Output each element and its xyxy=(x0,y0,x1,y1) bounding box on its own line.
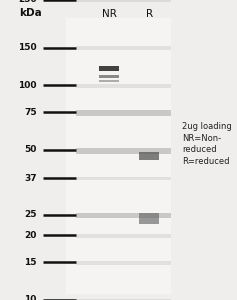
Text: 250: 250 xyxy=(18,0,37,4)
Text: 2ug loading
NR=Non-
reduced
R=reduced: 2ug loading NR=Non- reduced R=reduced xyxy=(182,122,232,166)
Bar xyxy=(139,213,159,224)
Text: 50: 50 xyxy=(24,146,37,154)
Text: R: R xyxy=(146,9,153,19)
Text: 150: 150 xyxy=(18,43,37,52)
Text: 75: 75 xyxy=(24,108,37,117)
Text: 20: 20 xyxy=(24,231,37,240)
Bar xyxy=(76,148,171,154)
Text: NR: NR xyxy=(102,9,116,19)
Bar xyxy=(76,261,171,265)
Bar xyxy=(76,46,171,50)
Text: 100: 100 xyxy=(18,81,37,90)
Bar xyxy=(66,18,171,294)
Bar xyxy=(99,66,119,71)
Bar xyxy=(99,80,119,82)
Bar xyxy=(76,177,171,181)
Text: 15: 15 xyxy=(24,258,37,267)
Text: 25: 25 xyxy=(24,210,37,219)
Text: 10: 10 xyxy=(24,296,37,300)
Bar xyxy=(76,234,171,238)
Bar xyxy=(99,75,119,78)
Bar xyxy=(76,0,171,2)
Text: 37: 37 xyxy=(24,174,37,183)
Bar xyxy=(76,110,171,116)
Bar xyxy=(76,299,171,300)
Bar xyxy=(76,84,171,88)
Text: kDa: kDa xyxy=(19,8,42,17)
Bar xyxy=(139,152,159,160)
Bar xyxy=(76,213,171,218)
